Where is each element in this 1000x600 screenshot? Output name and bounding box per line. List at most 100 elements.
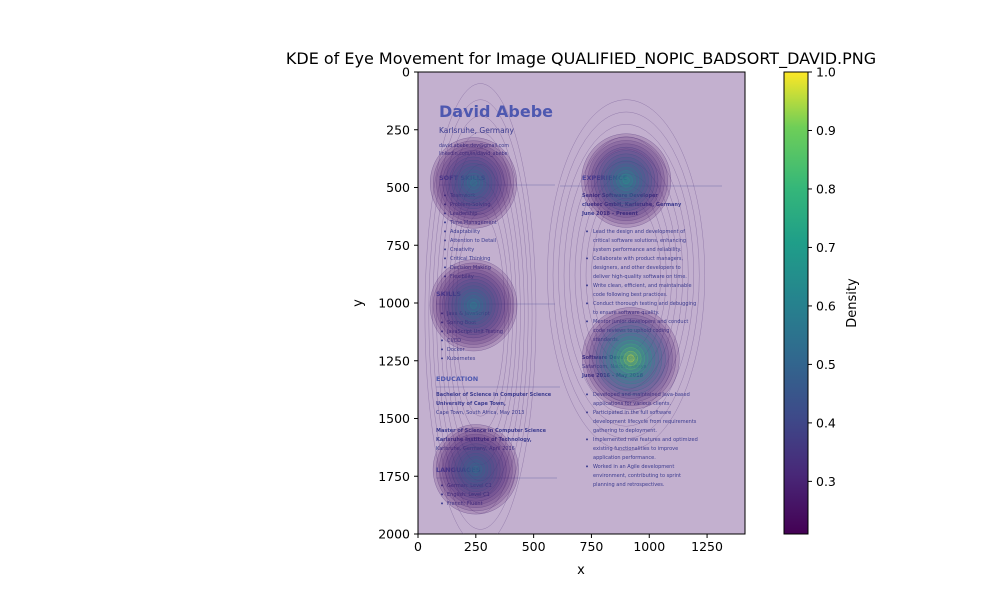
kde-envelope-contour xyxy=(424,83,537,534)
kde-contour-level xyxy=(445,275,502,335)
kde-contour-level xyxy=(581,133,672,228)
kde-contour-level xyxy=(439,269,508,342)
kde-contour-level xyxy=(620,347,642,370)
resume-job1-dates: June 2018 – Present xyxy=(581,211,638,217)
colorbar-tick-label: 0.7 xyxy=(816,240,836,255)
y-tick-label: 1500 xyxy=(378,411,410,426)
resume-list-item: CI/CD xyxy=(447,338,461,344)
resume-bullet xyxy=(441,493,443,496)
kde-contour-level xyxy=(470,179,477,187)
resume-list-item: Critical Thinking xyxy=(450,256,491,262)
kde-contour-level xyxy=(616,343,645,374)
kde-contour-level xyxy=(616,170,636,191)
kde-contour-level xyxy=(602,329,659,388)
resume-experience-heading: EXPERIENCE xyxy=(582,174,627,182)
resume-skills-list: Java & JavaScript Spring Boot JavaScript U… xyxy=(441,311,503,362)
resume-bullet xyxy=(444,221,446,224)
kde-contour-level xyxy=(445,153,502,213)
kde-contour-level xyxy=(463,172,484,193)
resume-bullet xyxy=(586,320,588,323)
resume-bullet xyxy=(586,465,588,468)
resume-job1-company: cluetec GmbH, Karlsruhe, Germany xyxy=(582,202,682,208)
resume-list-item: Decision Making xyxy=(450,265,491,271)
resume-bullet xyxy=(586,438,588,441)
colorbar-tick-label: 0.6 xyxy=(816,298,836,313)
resume-bullet xyxy=(586,284,588,287)
kde-contour-level xyxy=(448,278,499,332)
kde-envelope-contour xyxy=(563,136,689,415)
kde-envelope-contour xyxy=(558,124,695,427)
resume-education-heading: EDUCATION xyxy=(436,375,478,383)
resume-bullet-line: existing functionalities to improve xyxy=(593,446,678,452)
x-tick-label: 1000 xyxy=(633,539,665,554)
kde-envelope-contour xyxy=(585,185,667,366)
x-axis: 0 250 500 750 1000 1250 xyxy=(414,534,723,554)
x-axis-label: x xyxy=(577,563,585,578)
resume-bullet xyxy=(586,257,588,260)
kde-contour-level xyxy=(463,456,489,483)
kde-contour-level xyxy=(469,462,483,476)
resume-list-item: Java & JavaScript xyxy=(446,311,490,317)
kde-contour-level xyxy=(587,140,665,221)
kde-layer xyxy=(424,83,706,534)
kde-envelope-contour xyxy=(574,160,678,390)
x-tick-label: 250 xyxy=(464,539,488,554)
resume-bullet-line: Developed and maintained Java-based xyxy=(593,392,690,398)
y-axis-label: y xyxy=(351,299,366,307)
kde-contour-level xyxy=(432,262,515,348)
kde-contour-level xyxy=(460,453,492,486)
kde-contour-level xyxy=(585,310,677,406)
kde-contour-level xyxy=(581,307,680,410)
kde-contour-level xyxy=(600,153,652,208)
resume-job2-title: Software Developer xyxy=(582,355,639,361)
colorbar-label: Density xyxy=(845,278,860,328)
kde-envelope-contour xyxy=(444,164,517,465)
resume-list-item: Flexibility xyxy=(450,274,474,280)
kde-contour-level xyxy=(457,449,495,489)
kde-contour-level xyxy=(613,339,649,377)
kde-contour-level xyxy=(460,169,487,197)
resume-edu1-school: University of Cape Town, xyxy=(436,401,506,407)
y-axis: 0 250 500 750 1000 1250 1500 1750 2000 xyxy=(378,65,418,542)
kde-contour-level xyxy=(448,156,499,210)
kde-contour-level xyxy=(454,163,493,203)
kde-contour-level xyxy=(609,163,643,198)
resume-bullet xyxy=(444,266,446,269)
kde-contour-level xyxy=(435,427,516,512)
resume-linkedin: linkedin.com/in/david_abebe xyxy=(439,151,508,157)
resume-edu1-title: Bachelor of Science in Computer Science xyxy=(436,392,552,398)
resume-job1-bullets: Lead the design and development of critic… xyxy=(586,229,696,343)
resume-list-item: Creativity xyxy=(450,247,474,253)
resume-bullet xyxy=(441,330,443,333)
resume-bullet-line: deliver high-quality software on time. xyxy=(593,274,687,280)
kde-contour-level xyxy=(622,176,630,185)
resume-bullet-line: designers, and other developers to xyxy=(593,265,681,271)
kde-contour-level xyxy=(457,166,490,200)
kde-contour-level xyxy=(438,430,513,508)
resume-list-item: French: Fluent xyxy=(447,501,483,507)
kde-hotspot xyxy=(581,307,680,410)
resume-bullet-line: applications for various clients. xyxy=(593,401,671,407)
resume-list-item: Time Management xyxy=(449,220,497,226)
resume-bullet xyxy=(444,203,446,206)
kde-hotspot xyxy=(432,424,519,515)
resume-bullet-line: code following best practices. xyxy=(593,292,668,298)
kde-contour-level xyxy=(429,137,518,229)
resume-bullet xyxy=(441,502,443,505)
resume-bullet xyxy=(586,230,588,233)
kde-contour-level xyxy=(467,298,480,313)
kde-contour-level xyxy=(609,336,652,381)
kde-envelope-contour xyxy=(552,111,700,439)
kde-contour-level xyxy=(436,143,511,223)
resume-list-item: Adaptability xyxy=(450,229,480,235)
resume-edu1-place: Cape Town, South Africa, May 2013 xyxy=(436,410,524,416)
resume-bullet xyxy=(441,312,443,315)
kde-envelope-contour xyxy=(447,180,513,449)
kde-contour-level xyxy=(432,424,519,515)
resume-bullet-line: gathering to deployment. xyxy=(593,428,657,434)
y-tick-label: 750 xyxy=(386,238,410,253)
resume-languages-heading: LANGUAGES xyxy=(436,466,481,474)
resume-job2-dates: June 2016 – May 2018 xyxy=(581,373,644,379)
resume-bullet-line: to ensure software quality. xyxy=(593,310,660,316)
kde-contour-level xyxy=(613,166,640,195)
